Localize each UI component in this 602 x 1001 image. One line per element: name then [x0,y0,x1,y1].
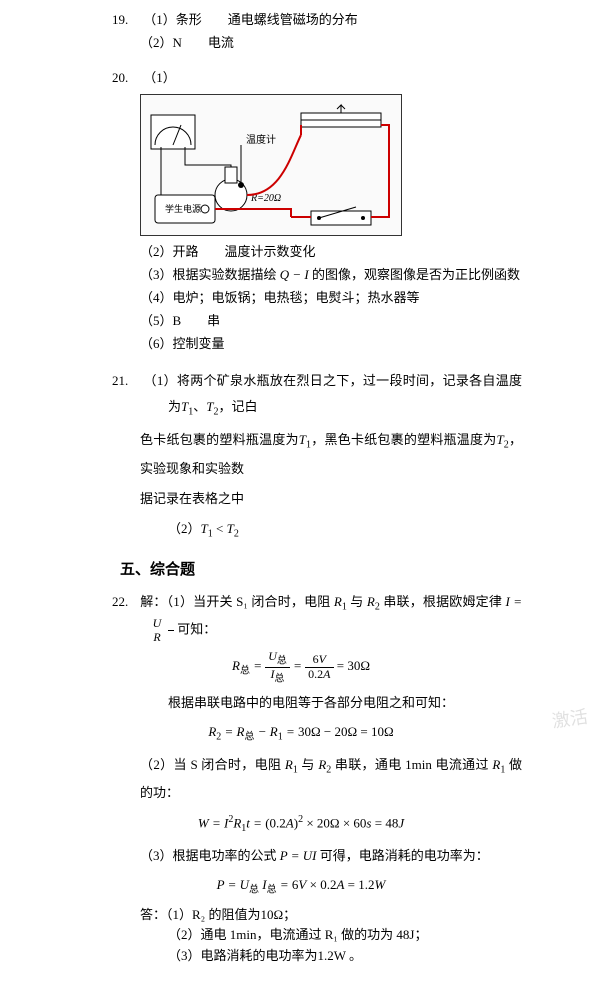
q22-p2b: 与 [298,757,319,772]
r2-symbol: R [367,594,375,609]
ans-label-text: 答： [140,907,166,922]
q20-line2: （2）开路 温度计示数变化 [140,242,562,263]
q19-part2: （2）N 电流 [140,35,234,50]
q20-part3b: 的图像，观察图像是否为正比例函数 [309,267,520,282]
q22-p3b: 可得，电路消耗的电功率为： [316,848,488,863]
equation-1: R总 = U总I总 = 6V0.2A = 30Ω [40,650,562,684]
thermometer-label: 温度计 [246,133,276,146]
q22-intro: 22.解：（1）当开关 S₁ 闭合时，电阻 R1 与 R2 串联，根据欧姆定律 … [140,590,522,644]
t2c-symbol: T [227,521,234,536]
q-i-symbol: Q − I [280,267,309,282]
q21-line3: 据记录在表格之中 [140,486,522,512]
t1b-symbol: T [299,432,306,447]
q22-p3a: （3）根据电功率的公式 [140,848,280,863]
q20-line4: （4）电炉；电饭锅；电热毯；电熨斗；热水器等 [140,288,562,309]
ohm-formula: I = [505,594,522,609]
r1b-symbol: R [285,757,293,772]
eq1-result: = 30Ω [337,658,370,673]
q22-intro-a: 解：（1）当开关 S₁ 闭合时，电阻 [140,594,334,609]
answer-block: （2）通电 1min，电流通过 R₁ 做的功为 48J； （3）电路消耗的电功率… [140,925,562,967]
q19-line2: （2）N 电流 [140,33,562,54]
question-22: 22.解：（1）当开关 S₁ 闭合时，电阻 R1 与 R2 串联，根据欧姆定律 … [40,590,562,967]
section-5-title: 五、综合题 [120,558,562,582]
q21-p3: 据记录在表格之中 [140,491,244,506]
q21-line1: 21. （1）将两个矿泉水瓶放在烈日之下，过一段时间，记录各自温度为T1、T2，… [140,368,522,423]
equation-2: R2 = R总 − R1 = 30Ω − 20Ω = 10Ω [40,722,562,746]
q20-part2: （2）开路 温度计示数变化 [140,244,316,259]
ans1-text: （1）R₂ 的阻值为10Ω； [166,907,296,922]
q22-part3: （3）根据电功率的公式 P = UI 可得，电路消耗的电功率为： [140,843,522,869]
q22-intro-c: 串联，根据欧姆定律 [380,594,506,609]
q20-part6: （6）控制变量 [140,336,225,351]
ans3-text: （3）电路消耗的电功率为1.2W 。 [168,948,362,963]
q22-line2: 根据串联电路中的电阻等于各部分电阻之和可知： [168,690,522,716]
equation-3: W = I2R1t = (0.2A)2 × 20Ω × 60s = 48J [40,812,562,837]
q20-part1-head: （1） [143,70,176,85]
ans3: （3）电路消耗的电功率为1.2W 。 [140,946,562,967]
p-formula: P = UI [280,848,317,863]
q20-line3: （3）根据实验数据描绘 Q − I 的图像，观察图像是否为正比例函数 [140,265,562,286]
q20-line6: （6）控制变量 [140,334,562,355]
q21-p2a: 色卡纸包裹的塑料瓶温度为 [140,432,299,447]
circuit-figure: 温度计 R=20Ω 学生电源 [140,94,402,236]
page-content: 19. （1）条形 通电螺线管磁场的分布 （2）N 电流 20. （1） [0,0,602,1001]
q22-p2c: 串联，通电 1min 电流通过 [331,757,492,772]
q19-part1: （1）条形 通电螺线管磁场的分布 [143,12,358,27]
r2b-symbol: R [318,757,326,772]
power-label: 学生电源 [165,203,201,214]
question-20: 20. （1） 温度计 R=20Ω 学生电源 [40,68,562,355]
q20-part3a: （3）根据实验数据描绘 [140,267,280,282]
q21-p1b: ，记白 [219,399,258,414]
q21-p4: （2） [168,521,201,536]
q22-part2: （2）当 S 闭合时，电阻 R1 与 R2 串联，通电 1min 电流通过 R1… [140,752,522,807]
q21-p2b: ，黑色卡纸包裹的塑料瓶温度为 [311,432,496,447]
q21-line2: 色卡纸包裹的塑料瓶温度为T1，黑色卡纸包裹的塑料瓶温度为T2，实验现象和实验数 [140,427,522,482]
question-21: 21. （1）将两个矿泉水瓶放在烈日之下，过一段时间，记录各自温度为T1、T2，… [40,368,562,544]
r1-symbol: R [334,594,342,609]
q21-line4: （2）T1 < T2 [168,516,522,545]
t1c-symbol: T [201,521,208,536]
ans2-text: （2）通电 1min，电流通过 R₁ 做的功为 48J； [168,927,428,942]
t2-symbol: T [206,399,213,414]
ans2: （2）通电 1min，电流通过 R₁ 做的功为 48J； [140,925,562,946]
answer-label: 答：（1）R₂ 的阻值为10Ω； [140,905,562,926]
q22-p2a: （2）当 S 闭合时，电阻 [140,757,285,772]
q22-line2-text: 根据串联电路中的电阻等于各部分电阻之和可知： [168,695,454,710]
q20-part4: （4）电炉；电饭锅；电热毯；电熨斗；热水器等 [140,290,420,305]
q22-intro-b: 与 [347,594,367,609]
r1c-symbol: R [492,757,500,772]
q20-line5: （5）B 串 [140,311,562,332]
question-19: 19. （1）条形 通电螺线管磁场的分布 （2）N 电流 [40,10,562,54]
q20-line1: 20. （1） [140,68,562,89]
equation-4: P = U总 I总 = 6V × 0.2A = 1.2W [40,875,562,899]
t2b-symbol: T [497,432,504,447]
q20-part5: （5）B 串 [140,313,220,328]
watermark: 激活 [550,703,590,737]
q22-intro-d: 可知： [174,621,216,636]
q21-p1a: （1）将两个矿泉水瓶放在烈日之下，过一段时间，记录各自温度为 [144,373,522,414]
q19-line1: 19. （1）条形 通电螺线管磁场的分布 [140,10,562,31]
